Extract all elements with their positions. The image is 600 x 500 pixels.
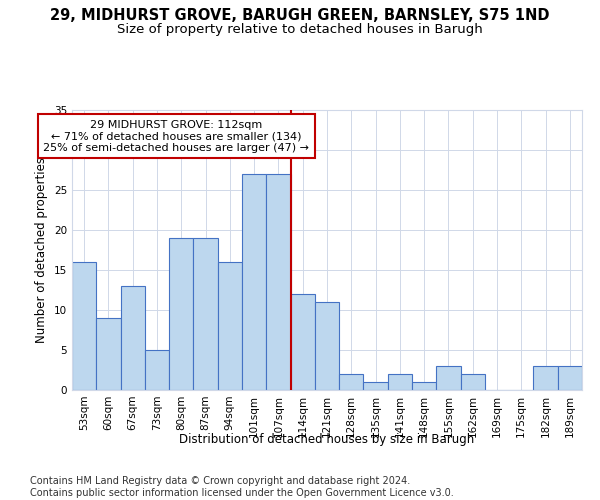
Text: Distribution of detached houses by size in Barugh: Distribution of detached houses by size … — [179, 432, 475, 446]
Bar — [193, 238, 218, 390]
Bar — [339, 374, 364, 390]
Bar — [169, 238, 193, 390]
Bar — [72, 262, 96, 390]
Bar — [290, 294, 315, 390]
Bar — [218, 262, 242, 390]
Bar — [533, 366, 558, 390]
Bar — [558, 366, 582, 390]
Bar — [145, 350, 169, 390]
Text: Contains HM Land Registry data © Crown copyright and database right 2024.
Contai: Contains HM Land Registry data © Crown c… — [30, 476, 454, 498]
Bar — [242, 174, 266, 390]
Bar — [266, 174, 290, 390]
Text: 29, MIDHURST GROVE, BARUGH GREEN, BARNSLEY, S75 1ND: 29, MIDHURST GROVE, BARUGH GREEN, BARNSL… — [50, 8, 550, 22]
Bar — [388, 374, 412, 390]
Bar — [412, 382, 436, 390]
Text: Size of property relative to detached houses in Barugh: Size of property relative to detached ho… — [117, 22, 483, 36]
Bar — [96, 318, 121, 390]
Text: 29 MIDHURST GROVE: 112sqm
← 71% of detached houses are smaller (134)
25% of semi: 29 MIDHURST GROVE: 112sqm ← 71% of detac… — [43, 120, 310, 153]
Bar — [121, 286, 145, 390]
Bar — [436, 366, 461, 390]
Bar — [461, 374, 485, 390]
Bar — [315, 302, 339, 390]
Y-axis label: Number of detached properties: Number of detached properties — [35, 157, 49, 343]
Bar — [364, 382, 388, 390]
